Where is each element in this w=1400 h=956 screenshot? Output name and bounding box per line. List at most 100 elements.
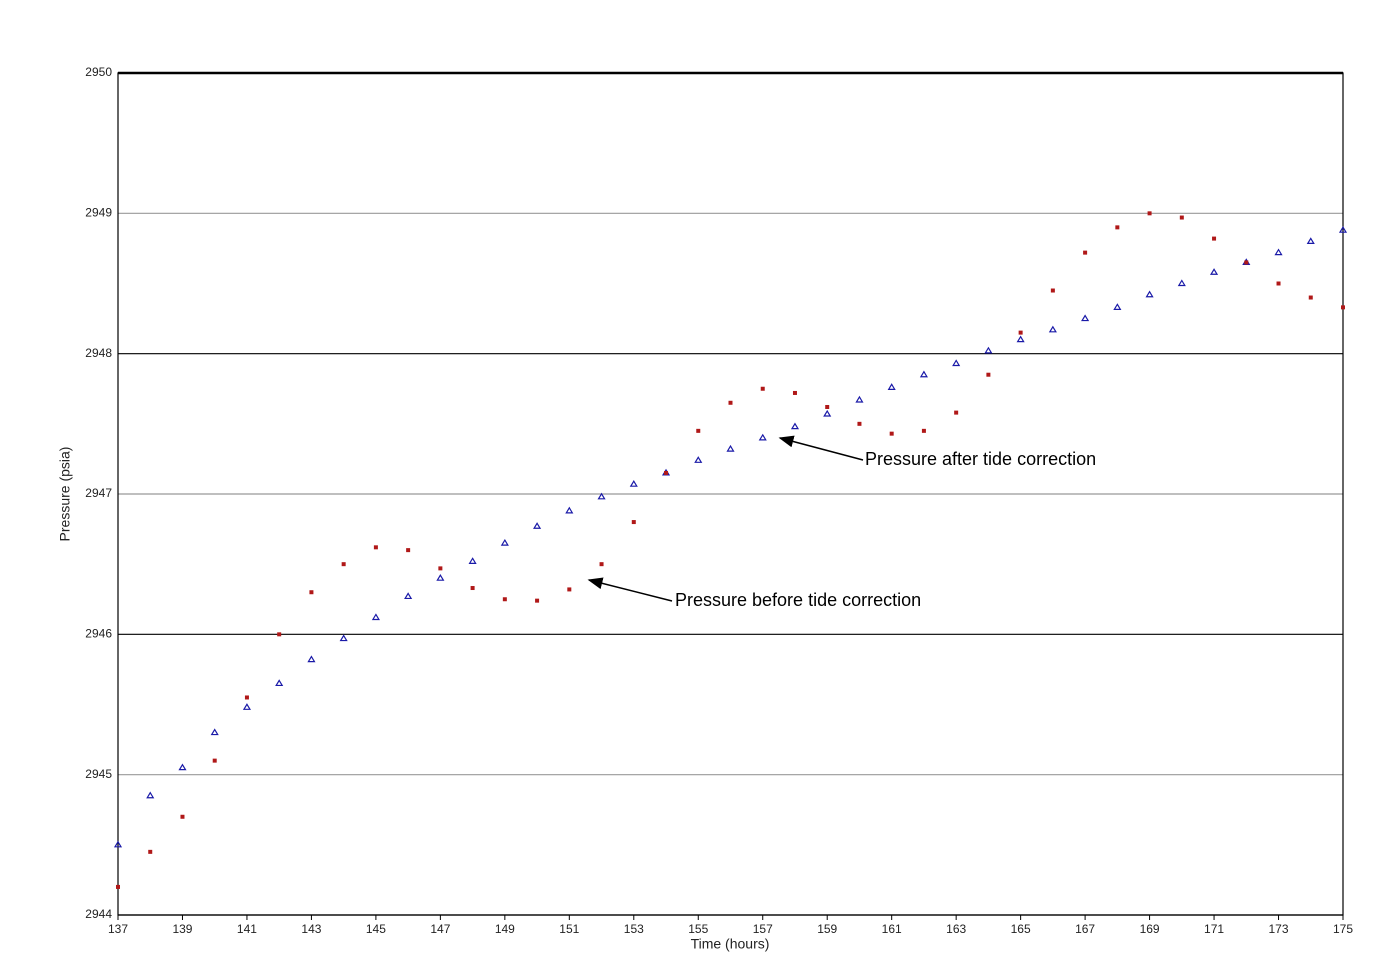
point	[1209, 268, 1219, 275]
point	[726, 444, 735, 452]
point	[696, 428, 701, 433]
point	[212, 758, 217, 763]
point	[954, 410, 959, 415]
y-tick-label: 2950	[85, 65, 112, 79]
point	[1177, 279, 1186, 287]
point	[277, 632, 282, 637]
point	[823, 409, 832, 417]
point	[1147, 211, 1152, 216]
point	[631, 520, 636, 525]
annotation-arrow	[587, 577, 673, 602]
annotation-arrow	[778, 435, 864, 461]
x-tick-label: 175	[1333, 922, 1353, 936]
point	[597, 492, 606, 500]
point	[1274, 248, 1283, 256]
point	[275, 679, 284, 687]
point	[1050, 288, 1055, 293]
point	[952, 359, 961, 367]
point	[371, 613, 380, 621]
point	[468, 557, 477, 564]
point	[535, 598, 540, 603]
y-tick-label: 2946	[85, 627, 112, 641]
point	[825, 404, 830, 409]
x-tick-label: 161	[882, 922, 902, 936]
point	[887, 383, 896, 390]
x-tick-label: 137	[108, 922, 128, 936]
point	[792, 390, 797, 395]
point	[502, 597, 507, 602]
point	[242, 703, 252, 710]
point	[664, 470, 669, 475]
x-tick-label: 147	[430, 922, 450, 936]
point	[113, 840, 123, 848]
x-tick-label: 139	[172, 922, 192, 936]
point	[438, 566, 443, 571]
point	[694, 456, 703, 463]
annotation: Pressure before tide correction	[675, 590, 921, 610]
x-tick-label: 141	[237, 922, 257, 936]
x-axis-title: Time (hours)	[691, 936, 770, 952]
point	[309, 590, 314, 595]
point	[889, 431, 894, 436]
point	[758, 433, 767, 441]
x-tick-label: 145	[366, 922, 386, 936]
point	[500, 538, 509, 546]
x-tick-label: 157	[753, 922, 773, 936]
y-tick-label: 2945	[85, 767, 112, 781]
point	[470, 586, 475, 591]
point	[1113, 303, 1122, 310]
y-tick-label: 2944	[85, 907, 112, 921]
point	[1018, 330, 1023, 335]
point	[148, 849, 153, 854]
annotation: Pressure after tide correction	[865, 449, 1096, 469]
point	[921, 428, 926, 433]
y-tick-label: 2947	[85, 486, 112, 500]
point	[1115, 225, 1120, 230]
point	[1081, 314, 1090, 322]
point	[244, 695, 249, 700]
point	[629, 480, 638, 487]
point	[404, 592, 413, 600]
y-tick-label: 2949	[85, 206, 112, 220]
x-tick-label: 167	[1075, 922, 1095, 936]
point	[855, 395, 864, 403]
point	[1276, 281, 1281, 286]
point	[373, 545, 378, 550]
y-axis-title: Pressure (psia)	[57, 447, 73, 542]
point	[533, 522, 542, 529]
point	[599, 562, 604, 567]
x-tick-label: 155	[688, 922, 708, 936]
point	[790, 422, 800, 430]
point	[1212, 236, 1217, 241]
point	[1083, 250, 1088, 255]
x-tick-label: 165	[1011, 922, 1031, 936]
point	[1338, 226, 1348, 233]
point	[1179, 215, 1184, 220]
point	[1145, 290, 1154, 298]
point	[986, 372, 991, 377]
point	[341, 562, 346, 567]
x-tick-label: 173	[1269, 922, 1289, 936]
x-tick-label: 163	[946, 922, 966, 936]
x-tick-label: 171	[1204, 922, 1224, 936]
point	[1341, 305, 1345, 310]
point	[210, 728, 219, 736]
point	[567, 587, 572, 592]
point	[406, 548, 411, 553]
point	[1048, 325, 1057, 333]
point	[116, 884, 120, 889]
point	[565, 506, 574, 514]
x-tick-label: 169	[1140, 922, 1160, 936]
point	[436, 574, 445, 581]
point	[857, 421, 862, 426]
point	[146, 791, 155, 799]
point	[1308, 295, 1313, 300]
point	[919, 370, 928, 378]
x-tick-label: 151	[559, 922, 579, 936]
x-tick-label: 149	[495, 922, 515, 936]
point	[178, 763, 187, 771]
point	[760, 386, 765, 391]
point	[1016, 335, 1025, 343]
x-tick-label: 143	[301, 922, 321, 936]
